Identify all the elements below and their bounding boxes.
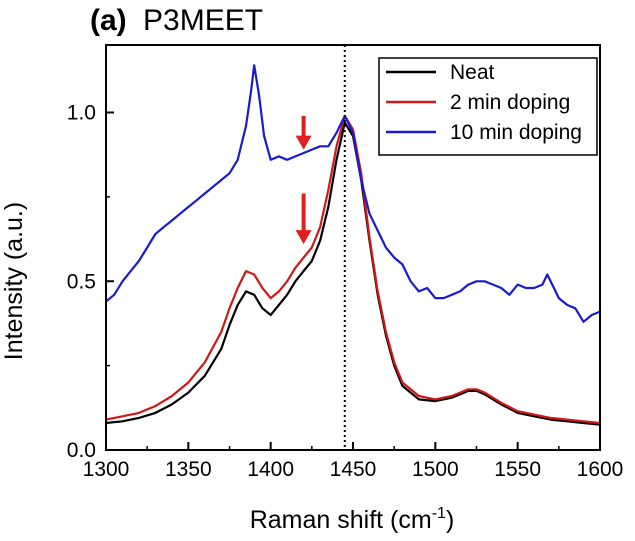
y-tick-label: 1.0 [67, 102, 96, 125]
x-axis-title-superscript: -1 [432, 505, 446, 522]
legend-box [378, 57, 598, 156]
series-line-2 [105, 114, 601, 425]
legend-label-3: 10 min doping [450, 121, 582, 144]
legend: Neat 2 min doping 10 min doping [378, 57, 598, 156]
x-tick-label: 1450 [330, 458, 377, 481]
x-tick-label: 1600 [577, 458, 624, 481]
series-line-1 [105, 121, 601, 426]
series-line-3 [105, 64, 601, 323]
y-axis-title: Intensity (a.u.) [0, 202, 28, 360]
x-tick-label: 1300 [83, 458, 130, 481]
x-tick-label: 1550 [494, 458, 541, 481]
annotations [295, 45, 346, 450]
arrow-head-2 [295, 230, 312, 245]
legend-label-2: 2 min doping [450, 91, 570, 114]
panel-title: (a) P3MEET [90, 4, 263, 37]
x-axis-title-main: Raman shift (cm [250, 506, 432, 534]
x-tick-label: 1500 [412, 458, 459, 481]
x-tick-label: 1400 [247, 458, 294, 481]
y-axis-ticks: 0.0 0.5 1.0 [67, 102, 114, 462]
plot-lines [105, 64, 601, 426]
arrow-head-1 [295, 135, 312, 150]
x-axis-title: Raman shift (cm-1) [250, 505, 455, 534]
y-tick-label: 0.0 [67, 439, 96, 462]
x-tick-label: 1350 [165, 458, 212, 481]
y-tick-label: 0.5 [67, 270, 96, 293]
legend-label-1: Neat [450, 61, 495, 84]
x-axis-ticks: 1300 1350 1400 1450 1500 1550 1600 [83, 442, 624, 481]
panel-label: (a) [90, 4, 127, 37]
x-axis-title-suffix: ) [446, 506, 454, 534]
panel-name: P3MEET [143, 4, 263, 37]
